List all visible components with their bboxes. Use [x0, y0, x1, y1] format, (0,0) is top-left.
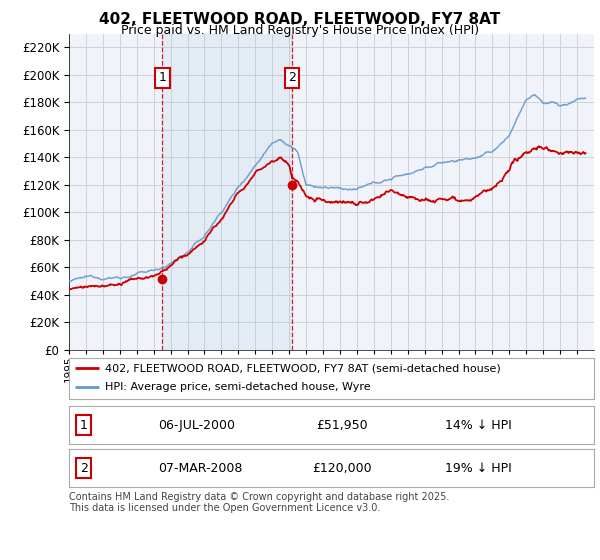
Text: 402, FLEETWOOD ROAD, FLEETWOOD, FY7 8AT: 402, FLEETWOOD ROAD, FLEETWOOD, FY7 8AT — [100, 12, 500, 27]
Text: 2: 2 — [288, 71, 296, 85]
Text: 1: 1 — [158, 71, 166, 85]
Text: 2: 2 — [80, 461, 88, 475]
Text: 07-MAR-2008: 07-MAR-2008 — [158, 461, 242, 475]
Text: Contains HM Land Registry data © Crown copyright and database right 2025.
This d: Contains HM Land Registry data © Crown c… — [69, 492, 449, 514]
Text: Price paid vs. HM Land Registry's House Price Index (HPI): Price paid vs. HM Land Registry's House … — [121, 24, 479, 37]
Text: £51,950: £51,950 — [316, 418, 368, 432]
Text: £120,000: £120,000 — [312, 461, 372, 475]
Text: 19% ↓ HPI: 19% ↓ HPI — [445, 461, 512, 475]
Text: 06-JUL-2000: 06-JUL-2000 — [158, 418, 235, 432]
Text: 1: 1 — [80, 418, 88, 432]
Text: HPI: Average price, semi-detached house, Wyre: HPI: Average price, semi-detached house,… — [105, 382, 370, 393]
Text: 14% ↓ HPI: 14% ↓ HPI — [445, 418, 512, 432]
Text: 402, FLEETWOOD ROAD, FLEETWOOD, FY7 8AT (semi-detached house): 402, FLEETWOOD ROAD, FLEETWOOD, FY7 8AT … — [105, 363, 500, 374]
Bar — [163, 34, 292, 350]
